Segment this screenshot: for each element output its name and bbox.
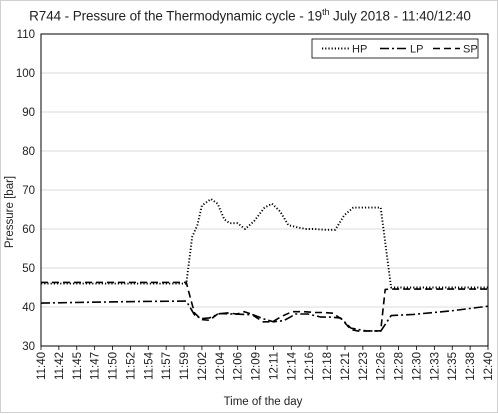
y-axis-label: Pressure [bar] [4,176,16,248]
x-tick-11: 12:06 [233,352,245,381]
x-tick-7: 11:57 [161,352,173,380]
x-tick-19: 12:26 [376,352,388,381]
series-line-lp [40,300,489,333]
legend-label-sp: SP [463,44,478,56]
grid-lines [41,72,488,308]
x-tick-6: 11:54 [143,351,155,380]
x-tick-16: 12:18 [322,352,334,381]
x-tick-23: 12:35 [447,352,459,381]
x-axis-label: Time of the day [224,396,303,408]
y-tick-labels: 30 40 50 60 70 80 90 100 110 [16,29,35,353]
x-tick-18: 12:23 [358,352,370,381]
chart-title-main: R744 - Pressure of the Thermodynamic cyc… [29,8,323,24]
x-tick-10: 12:04 [215,351,227,380]
x-tick-1: 11:42 [54,352,66,380]
y-tick-4: 70 [22,185,35,197]
x-tick-9: 12:02 [197,352,209,381]
x-tick-13: 12:11 [268,352,280,380]
series-lines [40,198,489,333]
x-tick-2: 11:45 [72,352,84,380]
x-tick-4: 11:50 [108,352,120,380]
legend: HP LP SP [311,38,479,59]
series-line-sp [41,281,488,333]
x-tick-0: 11:40 [36,352,48,380]
chart-title-tail: July 2018 - 11:40/12:40 [329,8,471,24]
x-tick-5: 11:52 [125,352,137,380]
y-tick-6: 90 [22,107,35,119]
x-tick-labels: 11:40 11:42 11:45 11:47 11:50 11:52 11:54 11:57… [36,346,495,381]
y-tick-5: 80 [22,146,35,158]
x-tick-8: 11:59 [179,352,191,380]
y-tick-1: 40 [22,302,35,314]
x-tick-14: 12:14 [286,351,298,380]
legend-box [311,38,479,59]
x-tick-20: 12:28 [394,352,406,381]
x-tick-24: 12:38 [465,352,477,381]
chart-title-superscript: th [322,7,330,17]
series-line-hp [41,198,488,289]
x-tick-12: 12:09 [251,352,263,381]
y-tick-3: 60 [22,224,35,236]
x-tick-15: 12:16 [304,352,316,381]
x-tick-3: 11:47 [90,352,102,380]
y-tick-2: 50 [22,263,35,275]
x-tick-21: 12:30 [411,352,423,381]
y-tick-8: 110 [17,29,35,41]
legend-label-hp: HP [352,44,367,56]
legend-label-lp: LP [410,44,423,56]
y-tick-0: 30 [22,341,35,353]
plot-area-border [40,33,489,347]
y-tick-7: 100 [16,68,35,80]
x-tick-22: 12:33 [429,352,441,381]
chart-title: R744 - Pressure of the Thermodynamic cyc… [1,7,498,24]
x-tick-17: 12:21 [340,352,352,381]
x-tick-25: 12:40 [483,352,495,381]
